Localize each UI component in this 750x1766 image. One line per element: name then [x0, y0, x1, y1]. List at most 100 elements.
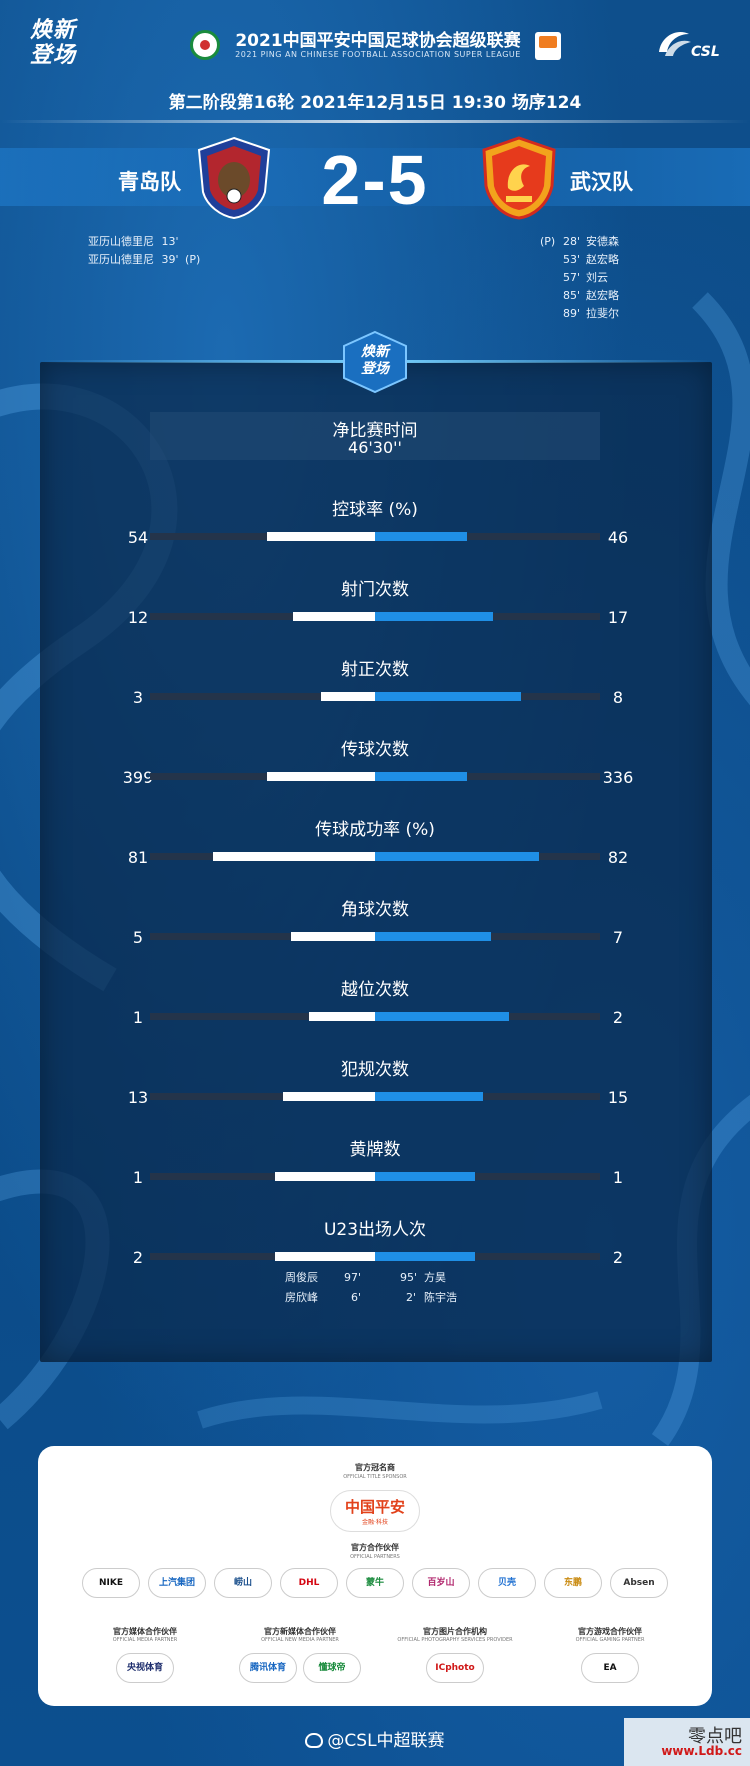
- stat-home-bar: [291, 932, 375, 941]
- u23-row: 房欣峰 6': [285, 1288, 361, 1308]
- stat-title: 黄牌数: [349, 1140, 401, 1160]
- net-time-label: 净比赛时间: [332, 421, 418, 441]
- u23-row: 周俊辰 97': [285, 1268, 361, 1288]
- u23-away-list: 95' 方昊 2' 陈宇浩: [400, 1268, 457, 1308]
- away-scorers: (P) 28' 安德森 53' 赵宏略 57' 刘云 85' 赵宏略 89' 拉斐尔: [540, 233, 619, 323]
- stat-home-bar: [275, 1172, 375, 1181]
- partners-label: 官方合作伙伴: [351, 1543, 399, 1552]
- partner-logo: 上汽集团: [148, 1568, 206, 1598]
- panel-badge-line-2: 登场: [361, 361, 389, 377]
- stat-title: U23出场人次: [323, 1220, 427, 1240]
- u23-home-list: 周俊辰 97' 房欣峰 6': [285, 1268, 361, 1308]
- brand-logo: 焕新 登场: [30, 18, 90, 68]
- stat-away-bar: [375, 772, 467, 781]
- scorer-minute: 39': [161, 253, 179, 266]
- stat-home-bar: [267, 772, 375, 781]
- panel-badge-icon: [343, 330, 407, 394]
- stat-home-bar: [283, 1092, 375, 1101]
- stat-title: 射正次数: [341, 660, 409, 680]
- scorer-minute: 53': [562, 253, 580, 266]
- partners-sub: OFFICIAL PARTNERS: [350, 1554, 400, 1560]
- scorer-name: 亚历山德里尼: [88, 235, 154, 248]
- title-sponsor-logo: 中国平安 金融·科技: [330, 1490, 420, 1532]
- stat-away-bar: [375, 1252, 475, 1261]
- score-band: [0, 148, 750, 206]
- footer-text: @CSL中超联赛: [327, 1731, 445, 1751]
- net-time-box: [150, 412, 600, 460]
- stat-home-value: 12: [127, 608, 149, 627]
- scorer-minute: 28': [562, 235, 580, 248]
- title-sponsor-tagline: 金融·科技: [362, 1519, 388, 1526]
- scorer-name: 安德森: [586, 235, 619, 248]
- title-sponsor-label: 官方冠名商: [355, 1463, 395, 1472]
- sponsor-category-sub: OFFICIAL PHOTOGRAPHY SERVICES PROVIDER: [397, 1637, 513, 1643]
- panel-badge-text: 焕新 登场: [350, 344, 400, 378]
- scorer-minute: 57': [562, 271, 580, 284]
- weibo-icon: [305, 1733, 324, 1748]
- stat-home-value: 5: [132, 928, 144, 947]
- stat-title: 传球成功率 (%): [315, 820, 435, 840]
- scorer-name: 赵宏略: [586, 253, 619, 266]
- u23-player-minute: 97': [343, 1271, 361, 1284]
- stat-away-bar: [375, 1172, 475, 1181]
- stats-panel: [40, 362, 712, 1362]
- stat-title: 射门次数: [341, 580, 409, 600]
- category-partner-logo: ICphoto: [426, 1653, 484, 1683]
- stat-home-bar: [275, 1252, 375, 1261]
- stat-title: 角球次数: [341, 900, 409, 920]
- stat-home-value: 3: [132, 688, 144, 707]
- scorer-name: 赵宏略: [586, 289, 619, 302]
- stat-away-value: 17: [607, 608, 629, 627]
- stat-title: 越位次数: [341, 980, 409, 1000]
- watermark: 零点吧: [688, 1726, 742, 1747]
- partner-logo: 贝壳: [478, 1568, 536, 1598]
- net-time-value: 46'30'': [348, 438, 402, 457]
- stat-home-value: 399: [122, 768, 154, 787]
- sponsor-category-label: 官方媒体合作伙伴: [113, 1627, 177, 1636]
- sponsor-category: 官方图片合作机构 OFFICIAL PHOTOGRAPHY SERVICES PR…: [380, 1626, 530, 1683]
- sponsor-category: 官方媒体合作伙伴 OFFICIAL MEDIA PARTNER 央视体育: [70, 1626, 220, 1683]
- scorer-row: 57' 刘云: [540, 269, 619, 287]
- u23-player-name: 房欣峰: [285, 1291, 318, 1304]
- stat-home-bar: [321, 692, 375, 701]
- stat-title: 传球次数: [341, 740, 409, 760]
- csl-swirl-icon: [659, 32, 691, 56]
- csl-logo-text: CSL: [691, 44, 720, 60]
- home-team-crest-icon: [195, 136, 273, 220]
- u23-player-name: 方昊: [424, 1271, 446, 1284]
- stat-away-value: 8: [612, 688, 624, 707]
- u23-player-minute: 6': [350, 1291, 361, 1304]
- stat-home-value: 81: [127, 848, 149, 867]
- stat-away-bar: [375, 1012, 509, 1021]
- scorer-minute: 13': [161, 235, 179, 248]
- stat-away-value: 336: [602, 768, 634, 787]
- scorer-minute: 85': [562, 289, 580, 302]
- stat-away-value: 2: [612, 1248, 624, 1267]
- sponsor-card: 官方冠名商 OFFICIAL TITLE SPONSOR 中国平安 金融·科技 …: [38, 1446, 712, 1706]
- category-partner-logo: 央视体育: [116, 1653, 174, 1683]
- scorer-tag: (P): [540, 235, 556, 248]
- sponsor-category-label: 官方图片合作机构: [423, 1627, 487, 1636]
- stat-home-bar: [293, 612, 375, 621]
- u23-player-minute: 2': [405, 1291, 416, 1304]
- stat-home-value: 54: [127, 528, 149, 547]
- stat-away-bar: [375, 932, 491, 941]
- stat-home-value: 2: [132, 1248, 144, 1267]
- stat-home-bar: [213, 852, 375, 861]
- title-sponsor-sub: OFFICIAL TITLE SPONSOR: [343, 1474, 407, 1480]
- partner-logo: DHL: [280, 1568, 338, 1598]
- sponsor-category-label: 官方游戏合作伙伴: [578, 1627, 642, 1636]
- scorer-minute: 89': [562, 307, 580, 320]
- u23-player-minute: 95': [400, 1271, 418, 1284]
- title-sponsor-name: 中国平安: [344, 1498, 405, 1516]
- stat-title: 犯规次数: [341, 1060, 409, 1080]
- round-info: 第二阶段第16轮 2021年12月15日 19:30 场序124: [168, 93, 582, 113]
- scorer-row: (P) 28' 安德森: [540, 233, 619, 251]
- scorer-name: 刘云: [586, 271, 608, 284]
- stat-away-value: 82: [607, 848, 629, 867]
- partner-logo: NIKE: [82, 1568, 140, 1598]
- u23-player-name: 陈宇浩: [424, 1291, 457, 1304]
- scorer-row: 53' 赵宏略: [540, 251, 619, 269]
- stat-away-value: 15: [607, 1088, 629, 1107]
- stat-home-bar: [267, 532, 375, 541]
